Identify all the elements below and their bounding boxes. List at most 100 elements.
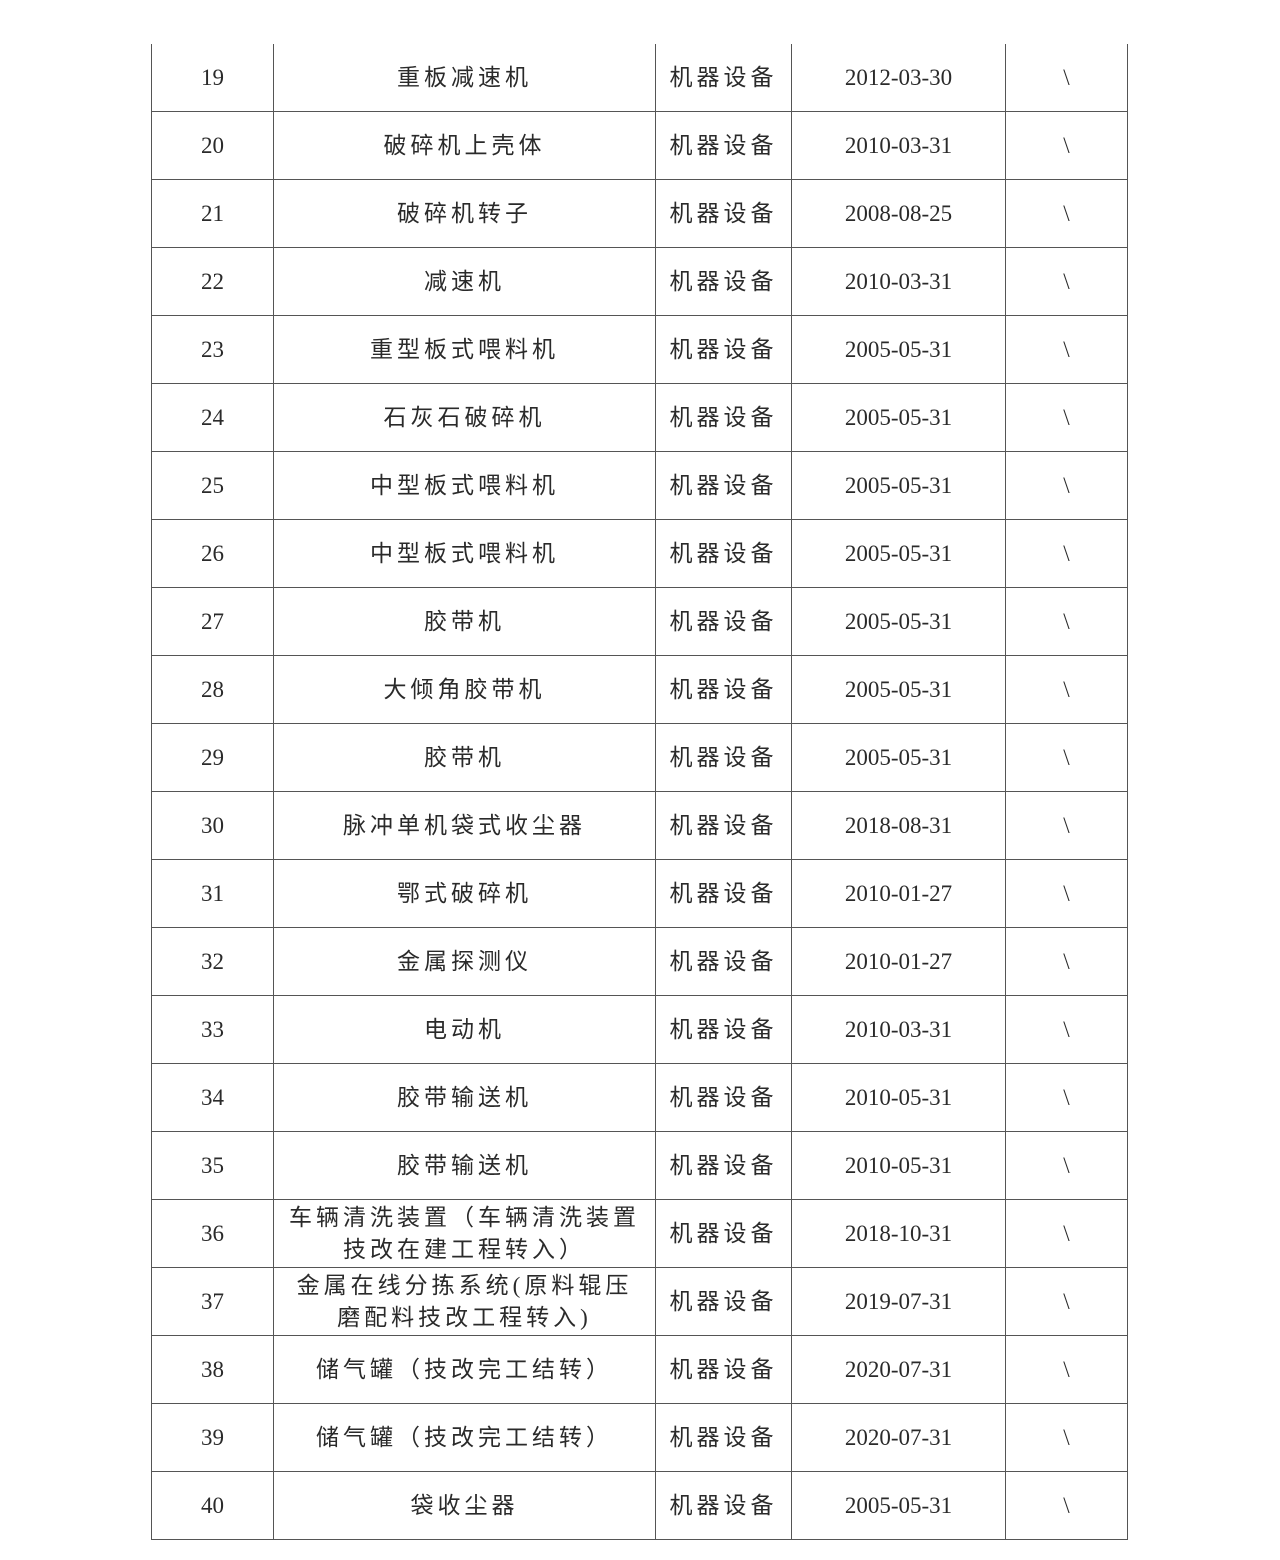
table-row: 19 重板减速机 机器设备 2012-03-30 \ <box>151 44 1128 112</box>
table-row: 36 车辆清洗装置（车辆清洗装置技改在建工程转入） 机器设备 2018-10-31 \ <box>151 1199 1128 1268</box>
asset-table-body: 19 重板减速机 机器设备 2012-03-30 \ 20 破碎机上壳体 机器设备 2010-0… <box>151 44 1128 1540</box>
asset-category-cell: 机器设备 <box>655 587 792 656</box>
acquisition-date-cell: 2005-05-31 <box>791 655 1006 724</box>
table-row: 20 破碎机上壳体 机器设备 2010-03-31 \ <box>151 111 1128 180</box>
table-row: 31 鄂式破碎机 机器设备 2010-01-27 \ <box>151 859 1128 928</box>
acquisition-date-cell: 2005-05-31 <box>791 723 1006 792</box>
row-number-cell: 37 <box>151 1267 274 1336</box>
acquisition-date-cell: 2010-03-31 <box>791 247 1006 316</box>
row-number-cell: 26 <box>151 519 274 588</box>
table-row: 25 中型板式喂料机 机器设备 2005-05-31 \ <box>151 451 1128 520</box>
acquisition-date-cell: 2008-08-25 <box>791 179 1006 248</box>
acquisition-date-cell: 2005-05-31 <box>791 519 1006 588</box>
acquisition-date-cell: 2010-05-31 <box>791 1063 1006 1132</box>
row-number-cell: 36 <box>151 1199 274 1268</box>
asset-category-cell: 机器设备 <box>655 383 792 452</box>
asset-category-cell: 机器设备 <box>655 1335 792 1404</box>
table-row: 34 胶带输送机 机器设备 2010-05-31 \ <box>151 1063 1128 1132</box>
table-row: 38 储气罐（技改完工结转） 机器设备 2020-07-31 \ <box>151 1335 1128 1404</box>
asset-name-cell: 金属探测仪 <box>273 927 656 996</box>
row-number-cell: 39 <box>151 1403 274 1472</box>
row-number-cell: 24 <box>151 383 274 452</box>
asset-name-cell: 储气罐（技改完工结转） <box>273 1335 656 1404</box>
acquisition-date-cell: 2010-03-31 <box>791 111 1006 180</box>
remark-cell: \ <box>1005 44 1128 112</box>
asset-name-cell: 储气罐（技改完工结转） <box>273 1403 656 1472</box>
remark-cell: \ <box>1005 927 1128 996</box>
acquisition-date-cell: 2010-05-31 <box>791 1131 1006 1200</box>
remark-cell: \ <box>1005 1335 1128 1404</box>
acquisition-date-cell: 2018-08-31 <box>791 791 1006 860</box>
acquisition-date-cell: 2005-05-31 <box>791 1471 1006 1540</box>
row-number-cell: 34 <box>151 1063 274 1132</box>
asset-category-cell: 机器设备 <box>655 995 792 1064</box>
table-row: 28 大倾角胶带机 机器设备 2005-05-31 \ <box>151 655 1128 724</box>
remark-cell: \ <box>1005 587 1128 656</box>
row-number-cell: 23 <box>151 315 274 384</box>
remark-cell: \ <box>1005 791 1128 860</box>
row-number-cell: 25 <box>151 451 274 520</box>
table-row: 32 金属探测仪 机器设备 2010-01-27 \ <box>151 927 1128 996</box>
acquisition-date-cell: 2020-07-31 <box>791 1403 1006 1472</box>
acquisition-date-cell: 2012-03-30 <box>791 44 1006 112</box>
remark-cell: \ <box>1005 111 1128 180</box>
row-number-cell: 28 <box>151 655 274 724</box>
remark-cell: \ <box>1005 383 1128 452</box>
remark-cell: \ <box>1005 519 1128 588</box>
remark-cell: \ <box>1005 655 1128 724</box>
asset-name-cell: 金属在线分拣系统(原料辊压磨配料技改工程转入) <box>273 1267 656 1336</box>
asset-name-cell: 破碎机转子 <box>273 179 656 248</box>
asset-category-cell: 机器设备 <box>655 723 792 792</box>
asset-name-cell: 袋收尘器 <box>273 1471 656 1540</box>
acquisition-date-cell: 2005-05-31 <box>791 587 1006 656</box>
asset-name-cell: 中型板式喂料机 <box>273 519 656 588</box>
table-row: 33 电动机 机器设备 2010-03-31 \ <box>151 995 1128 1064</box>
row-number-cell: 20 <box>151 111 274 180</box>
asset-category-cell: 机器设备 <box>655 1199 792 1268</box>
remark-cell: \ <box>1005 723 1128 792</box>
row-number-cell: 33 <box>151 995 274 1064</box>
remark-cell: \ <box>1005 859 1128 928</box>
asset-name-cell: 重板减速机 <box>273 44 656 112</box>
row-number-cell: 40 <box>151 1471 274 1540</box>
table-row: 29 胶带机 机器设备 2005-05-31 \ <box>151 723 1128 792</box>
table-row: 22 减速机 机器设备 2010-03-31 \ <box>151 247 1128 316</box>
asset-name-cell: 胶带机 <box>273 723 656 792</box>
row-number-cell: 19 <box>151 44 274 112</box>
asset-category-cell: 机器设备 <box>655 451 792 520</box>
asset-category-cell: 机器设备 <box>655 247 792 316</box>
asset-name-cell: 脉冲单机袋式收尘器 <box>273 791 656 860</box>
row-number-cell: 22 <box>151 247 274 316</box>
asset-name-cell: 鄂式破碎机 <box>273 859 656 928</box>
asset-name-cell: 胶带机 <box>273 587 656 656</box>
asset-category-cell: 机器设备 <box>655 791 792 860</box>
table-row: 30 脉冲单机袋式收尘器 机器设备 2018-08-31 \ <box>151 791 1128 860</box>
table-row: 40 袋收尘器 机器设备 2005-05-31 \ <box>151 1471 1128 1540</box>
asset-category-cell: 机器设备 <box>655 111 792 180</box>
asset-table: 19 重板减速机 机器设备 2012-03-30 \ 20 破碎机上壳体 机器设备 2010-0… <box>151 44 1128 1540</box>
table-row: 37 金属在线分拣系统(原料辊压磨配料技改工程转入) 机器设备 2019-07-31 \ <box>151 1267 1128 1336</box>
asset-category-cell: 机器设备 <box>655 44 792 112</box>
acquisition-date-cell: 2010-03-31 <box>791 995 1006 1064</box>
asset-category-cell: 机器设备 <box>655 1267 792 1336</box>
remark-cell: \ <box>1005 1471 1128 1540</box>
row-number-cell: 27 <box>151 587 274 656</box>
acquisition-date-cell: 2020-07-31 <box>791 1335 1006 1404</box>
acquisition-date-cell: 2010-01-27 <box>791 927 1006 996</box>
asset-category-cell: 机器设备 <box>655 519 792 588</box>
row-number-cell: 21 <box>151 179 274 248</box>
remark-cell: \ <box>1005 1131 1128 1200</box>
row-number-cell: 29 <box>151 723 274 792</box>
asset-category-cell: 机器设备 <box>655 315 792 384</box>
table-row: 39 储气罐（技改完工结转） 机器设备 2020-07-31 \ <box>151 1403 1128 1472</box>
asset-name-cell: 胶带输送机 <box>273 1131 656 1200</box>
remark-cell: \ <box>1005 1267 1128 1336</box>
remark-cell: \ <box>1005 247 1128 316</box>
asset-category-cell: 机器设备 <box>655 1063 792 1132</box>
asset-category-cell: 机器设备 <box>655 1471 792 1540</box>
asset-category-cell: 机器设备 <box>655 1403 792 1472</box>
remark-cell: \ <box>1005 1063 1128 1132</box>
asset-name-cell: 重型板式喂料机 <box>273 315 656 384</box>
acquisition-date-cell: 2018-10-31 <box>791 1199 1006 1268</box>
asset-name-cell: 减速机 <box>273 247 656 316</box>
